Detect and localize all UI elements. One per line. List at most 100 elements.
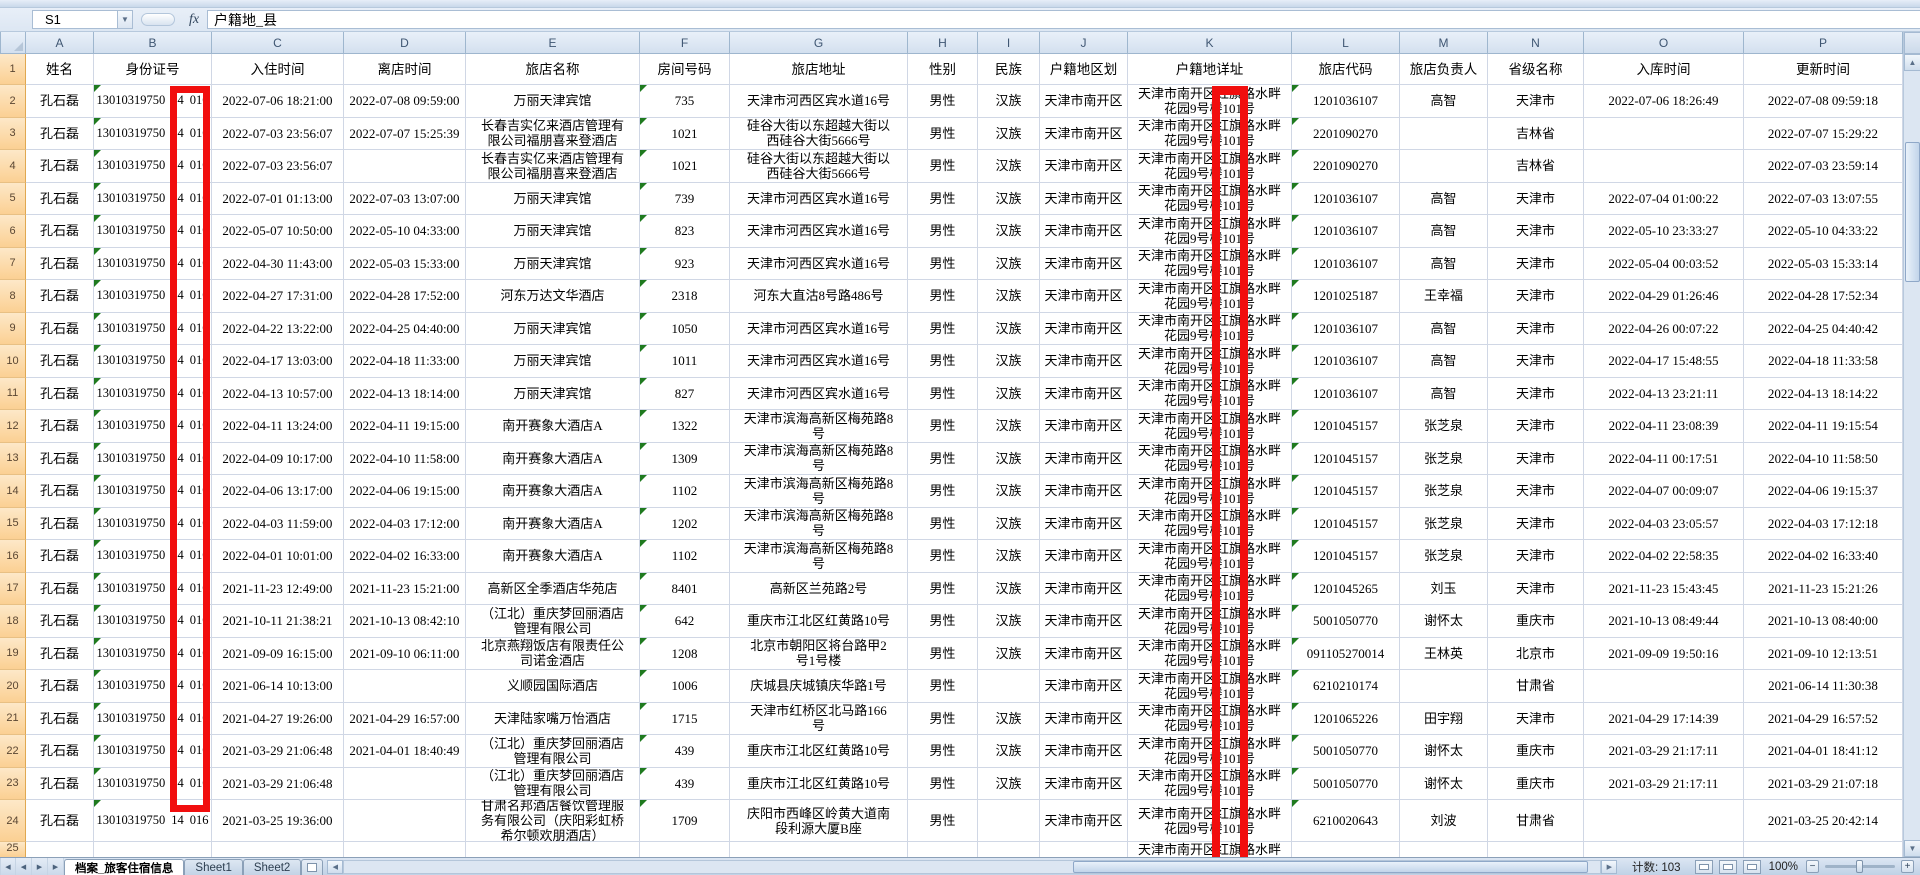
cell-P6[interactable]: 2022-05-10 04:33:22 — [1744, 215, 1903, 248]
cell-C10[interactable]: 2022-04-17 13:03:00 — [212, 345, 344, 378]
cell-G8[interactable]: 河东大直沽8号路486号 — [730, 280, 908, 313]
cell-C20[interactable]: 2021-06-14 10:13:00 — [212, 670, 344, 703]
cell-P19[interactable]: 2021-09-10 12:13:51 — [1744, 637, 1903, 670]
cell-H4[interactable]: 男性 — [908, 150, 978, 183]
cell-J5[interactable]: 天津市南开区 — [1040, 182, 1128, 215]
name-box[interactable]: S1 — [32, 10, 118, 29]
cell-N1[interactable]: 省级名称 — [1488, 54, 1584, 85]
cell-G20[interactable]: 庆城县庆城镇庆华路1号 — [730, 670, 908, 703]
cell-N2[interactable]: 天津市 — [1488, 85, 1584, 118]
cell-P7[interactable]: 2022-05-03 15:33:14 — [1744, 247, 1903, 280]
cell-A20[interactable]: 孔石磊 — [26, 670, 94, 703]
col-header-G[interactable]: G — [730, 32, 908, 54]
cell-M8[interactable]: 王幸福 — [1400, 280, 1488, 313]
cell-F8[interactable]: 2318 — [640, 280, 730, 313]
cell-E12[interactable]: 南开赛象大酒店A — [466, 410, 640, 443]
col-header-A[interactable]: A — [26, 32, 94, 54]
cell-B3[interactable]: 13010319750 14 016 — [94, 117, 212, 150]
cell-L7[interactable]: 1201036107 — [1292, 247, 1400, 280]
cell-D24[interactable] — [344, 800, 466, 842]
row-header-15[interactable]: 15 — [0, 507, 26, 540]
cell-K1[interactable]: 户籍地详址 — [1128, 54, 1292, 85]
cell-K15[interactable]: 天津市南开区红旗路水畔 花园9号楼101号 — [1128, 507, 1292, 540]
cell-J14[interactable]: 天津市南开区 — [1040, 475, 1128, 508]
cell-O17[interactable]: 2021-11-23 15:43:45 — [1584, 572, 1744, 605]
cell-J6[interactable]: 天津市南开区 — [1040, 215, 1128, 248]
cell-J1[interactable]: 户籍地区划 — [1040, 54, 1128, 85]
cell-I5[interactable]: 汉族 — [978, 182, 1040, 215]
row-header-17[interactable]: 17 — [0, 572, 26, 605]
cell-I15[interactable]: 汉族 — [978, 507, 1040, 540]
cell-J2[interactable]: 天津市南开区 — [1040, 85, 1128, 118]
cell-O19[interactable]: 2021-09-09 19:50:16 — [1584, 637, 1744, 670]
cell-O6[interactable]: 2022-05-10 23:33:27 — [1584, 215, 1744, 248]
first-sheet-icon[interactable]: ◀ — [0, 858, 16, 875]
cell-E21[interactable]: 天津陆家嘴万怡酒店 — [466, 702, 640, 735]
cell-K6[interactable]: 天津市南开区红旗路水畔 花园9号楼101号 — [1128, 215, 1292, 248]
cell-B18[interactable]: 13010319750 14 016 — [94, 605, 212, 638]
cell-N14[interactable]: 天津市 — [1488, 475, 1584, 508]
cell-C8[interactable]: 2022-04-27 17:31:00 — [212, 280, 344, 313]
cell-D7[interactable]: 2022-05-03 15:33:00 — [344, 247, 466, 280]
cell-A25[interactable] — [26, 842, 94, 857]
cell-I1[interactable]: 民族 — [978, 54, 1040, 85]
cell-B14[interactable]: 13010319750 14 016 — [94, 475, 212, 508]
next-sheet-icon[interactable]: ▶ — [32, 858, 48, 875]
cell-P3[interactable]: 2022-07-07 15:29:22 — [1744, 117, 1903, 150]
cell-K11[interactable]: 天津市南开区红旗路水畔 花园9号楼101号 — [1128, 377, 1292, 410]
row-header-4[interactable]: 4 — [0, 150, 26, 183]
cell-K10[interactable]: 天津市南开区红旗路水畔 花园9号楼101号 — [1128, 345, 1292, 378]
cell-N23[interactable]: 重庆市 — [1488, 767, 1584, 800]
cell-G22[interactable]: 重庆市江北区红黄路10号 — [730, 735, 908, 768]
horizontal-scrollbar[interactable]: ◀ ▶ — [327, 858, 1618, 875]
cell-O7[interactable]: 2022-05-04 00:03:52 — [1584, 247, 1744, 280]
row-header-11[interactable]: 11 — [0, 377, 26, 410]
cell-J12[interactable]: 天津市南开区 — [1040, 410, 1128, 443]
cell-I14[interactable]: 汉族 — [978, 475, 1040, 508]
cell-F19[interactable]: 1208 — [640, 637, 730, 670]
cell-F7[interactable]: 923 — [640, 247, 730, 280]
cell-D21[interactable]: 2021-04-29 16:57:00 — [344, 702, 466, 735]
cell-B16[interactable]: 13010319750 14 016 — [94, 540, 212, 573]
cell-E1[interactable]: 旅店名称 — [466, 54, 640, 85]
cell-J3[interactable]: 天津市南开区 — [1040, 117, 1128, 150]
cell-E17[interactable]: 高新区全季酒店华苑店 — [466, 572, 640, 605]
cell-D22[interactable]: 2021-04-01 18:40:49 — [344, 735, 466, 768]
cell-C1[interactable]: 入住时间 — [212, 54, 344, 85]
cell-J9[interactable]: 天津市南开区 — [1040, 312, 1128, 345]
cell-F24[interactable]: 1709 — [640, 800, 730, 842]
sheet-tab-3[interactable]: Sheet2 — [242, 859, 302, 875]
cell-H1[interactable]: 性别 — [908, 54, 978, 85]
cell-A12[interactable]: 孔石磊 — [26, 410, 94, 443]
col-header-N[interactable]: N — [1488, 32, 1584, 54]
cell-D8[interactable]: 2022-04-28 17:52:00 — [344, 280, 466, 313]
cell-D15[interactable]: 2022-04-03 17:12:00 — [344, 507, 466, 540]
row-header-7[interactable]: 7 — [0, 247, 26, 280]
cell-K7[interactable]: 天津市南开区红旗路水畔 花园9号楼101号 — [1128, 247, 1292, 280]
cell-D11[interactable]: 2022-04-13 18:14:00 — [344, 377, 466, 410]
cell-G16[interactable]: 天津市滨海高新区梅苑路8 号 — [730, 540, 908, 573]
cell-F16[interactable]: 1102 — [640, 540, 730, 573]
cell-K22[interactable]: 天津市南开区红旗路水畔 花园9号楼101号 — [1128, 735, 1292, 768]
cell-B9[interactable]: 13010319750 14 016 — [94, 312, 212, 345]
cell-K18[interactable]: 天津市南开区红旗路水畔 花园9号楼101号 — [1128, 605, 1292, 638]
cell-B21[interactable]: 13010319750 14 016 — [94, 702, 212, 735]
cell-M9[interactable]: 高智 — [1400, 312, 1488, 345]
cell-B5[interactable]: 13010319750 14 016 — [94, 182, 212, 215]
cell-F22[interactable]: 439 — [640, 735, 730, 768]
row-header-19[interactable]: 19 — [0, 637, 26, 670]
cell-N12[interactable]: 天津市 — [1488, 410, 1584, 443]
cell-O12[interactable]: 2022-04-11 23:08:39 — [1584, 410, 1744, 443]
cell-L11[interactable]: 1201036107 — [1292, 377, 1400, 410]
cell-H20[interactable]: 男性 — [908, 670, 978, 703]
cell-I24[interactable] — [978, 800, 1040, 842]
cell-J10[interactable]: 天津市南开区 — [1040, 345, 1128, 378]
cell-B11[interactable]: 13010319750 14 016 — [94, 377, 212, 410]
cell-J11[interactable]: 天津市南开区 — [1040, 377, 1128, 410]
cell-D25[interactable] — [344, 842, 466, 857]
scrollbar-split-handle[interactable] — [1904, 32, 1920, 54]
cell-C23[interactable]: 2021-03-29 21:06:48 — [212, 767, 344, 800]
select-all-corner[interactable] — [0, 32, 26, 54]
cell-G19[interactable]: 北京市朝阳区将台路甲2 号1号楼 — [730, 637, 908, 670]
cell-E8[interactable]: 河东万达文华酒店 — [466, 280, 640, 313]
